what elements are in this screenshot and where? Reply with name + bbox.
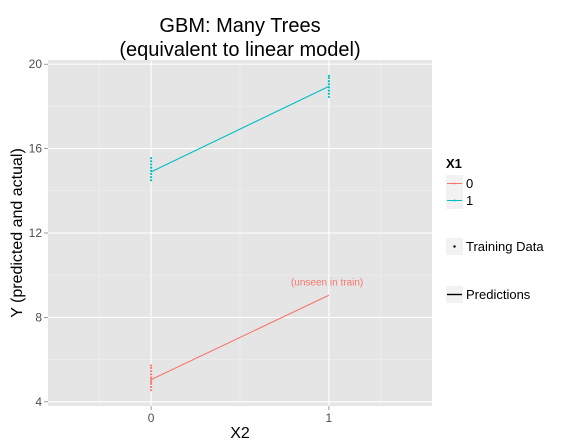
- x-axis-label: X2: [230, 425, 250, 442]
- legend-label-training-data: Training Data: [466, 239, 544, 254]
- training-point-x1-1: [150, 179, 153, 182]
- training-point-x1-1: [150, 163, 153, 166]
- training-points: [150, 74, 330, 392]
- legend-item-predictions: Predictions: [446, 286, 531, 303]
- legend-key-point-x1-0: [453, 182, 456, 185]
- training-point-x1-1: [150, 157, 153, 160]
- training-point-x1-0: [150, 380, 153, 383]
- x-tick-label: 0: [148, 411, 155, 425]
- training-point-x1-1: [150, 172, 153, 176]
- training-point-x1-1: [150, 175, 153, 179]
- training-point-x1-0: [150, 376, 153, 379]
- axis-ticks: 4 8 12 16 20 0 1: [29, 57, 333, 425]
- training-point-x1-1: [150, 169, 153, 172]
- legend-key-point-training-data: [453, 245, 456, 248]
- chart-title-line-1: GBM: Many Trees: [159, 15, 320, 37]
- y-axis-label: Y (predicted and actual): [9, 148, 26, 318]
- y-tick-label: 16: [29, 142, 43, 156]
- x-tick-label: 1: [326, 411, 333, 425]
- annotation-text: (unseen in train): [291, 278, 363, 289]
- y-tick-label: 8: [35, 310, 42, 324]
- prediction-lines: [150, 85, 330, 381]
- training-point-x1-0: [150, 373, 153, 376]
- y-tick-label: 12: [29, 226, 43, 240]
- training-point-x1-0: [150, 389, 153, 392]
- y-tick-label: 20: [29, 57, 43, 71]
- training-point-x1-1: [150, 160, 153, 163]
- chart-title: GBM: Many Trees (equivalent to linear mo…: [119, 15, 360, 61]
- training-point-x1-0: [150, 382, 153, 385]
- legend: X1 0 1 Training Data Predictions: [446, 156, 544, 303]
- training-point-x1-1: [327, 92, 330, 95]
- legend-key-point-x1-1: [453, 199, 456, 202]
- training-point-x1-0: [150, 378, 153, 381]
- legend-item-x1-1: 1: [446, 192, 473, 209]
- training-point-x1-1: [327, 89, 330, 92]
- training-point-x1-0: [150, 366, 153, 370]
- annotations: (unseen in train): [291, 278, 363, 289]
- prediction-line-x1-0: [150, 294, 330, 381]
- legend-item-training-data: Training Data: [446, 238, 544, 255]
- training-point-x1-1: [327, 79, 330, 83]
- training-point-x1-1: [327, 83, 330, 86]
- training-point-x1-1: [327, 76, 330, 80]
- chart-title-line-2: (equivalent to linear model): [119, 39, 360, 61]
- training-point-x1-1: [327, 86, 330, 89]
- legend-label-x1-0: 0: [466, 176, 473, 191]
- legend-label-predictions: Predictions: [466, 287, 531, 302]
- legend-item-x1-0: 0: [446, 175, 473, 192]
- training-point-x1-0: [150, 385, 153, 389]
- training-point-x1-0: [150, 364, 153, 367]
- training-point-x1-0: [150, 370, 153, 373]
- legend-label-x1-1: 1: [466, 193, 473, 208]
- training-point-x1-1: [150, 166, 153, 169]
- legend-title: X1: [446, 156, 462, 171]
- prediction-line-x1-1: [150, 85, 330, 173]
- training-point-x1-1: [327, 74, 330, 77]
- y-tick-label: 4: [35, 395, 42, 409]
- training-point-x1-1: [327, 95, 330, 99]
- grid-layer: [48, 60, 432, 406]
